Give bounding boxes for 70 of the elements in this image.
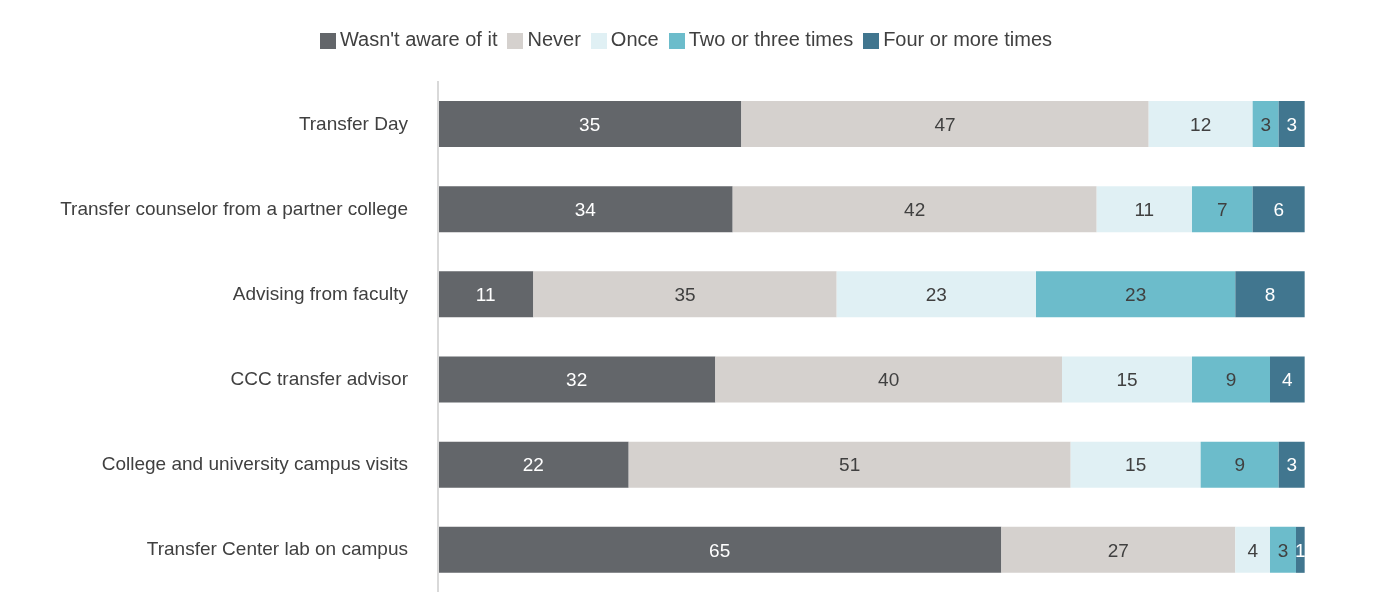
data-label: 32	[566, 369, 588, 391]
bar	[438, 441, 629, 488]
data-label: 9	[1225, 369, 1237, 391]
data-label: 42	[904, 198, 926, 220]
data-label: 9	[1234, 454, 1245, 476]
data-label: 23	[925, 284, 947, 306]
bar	[1270, 526, 1296, 573]
data-label: 23	[1125, 284, 1147, 306]
data-label: 6	[1273, 198, 1284, 220]
y-tick-label: Transfer counselor from a partner college	[60, 197, 408, 219]
data-label: 3	[1260, 113, 1271, 135]
bar	[1278, 101, 1305, 147]
bar	[1001, 526, 1236, 573]
y-tick-label: Transfer Center lab on campus	[146, 538, 408, 560]
bar	[836, 271, 1036, 318]
data-label: 3	[1286, 454, 1297, 476]
legend-label: Two or three times	[688, 28, 854, 50]
legend-label: Four or more times	[883, 28, 1053, 50]
legend-label: Once	[610, 28, 659, 50]
bar	[533, 271, 837, 318]
bar	[1252, 101, 1279, 147]
bar	[1235, 526, 1270, 573]
bar	[1235, 271, 1305, 318]
data-label: 1	[1295, 539, 1306, 561]
data-label: 15	[1116, 369, 1138, 391]
bar	[1036, 271, 1236, 318]
data-label: 3	[1277, 539, 1289, 561]
data-label: 51	[839, 454, 861, 476]
data-label: 15	[1125, 454, 1147, 476]
y-tick-label: College and university campus visits	[101, 453, 408, 475]
data-label: 35	[579, 113, 601, 135]
data-label: 3	[1286, 113, 1297, 135]
bar	[628, 441, 1071, 488]
bar	[1192, 356, 1270, 403]
legend-label: Never	[527, 28, 581, 50]
bar	[438, 271, 534, 318]
data-label: 4	[1282, 369, 1294, 391]
bar	[1148, 101, 1253, 147]
data-label: 34	[574, 198, 597, 220]
bar	[1062, 356, 1192, 403]
bar	[1200, 441, 1279, 488]
data-label: 47	[934, 113, 956, 135]
data-label: 8	[1264, 284, 1276, 306]
data-label: 40	[878, 369, 900, 391]
data-label: 35	[674, 284, 696, 306]
bar	[1252, 186, 1305, 233]
y-tick-label: Advising from faculty	[232, 282, 409, 304]
y-tick-label: Transfer Day	[298, 112, 409, 134]
bar	[1192, 186, 1253, 233]
y-tick-label: CCC transfer advisor	[230, 368, 409, 390]
data-label: 27	[1107, 539, 1129, 561]
bar	[438, 186, 733, 233]
data-label: 12	[1190, 113, 1212, 135]
bar	[438, 101, 742, 147]
bar	[715, 356, 1062, 403]
bar	[741, 101, 1149, 147]
bar	[1278, 441, 1305, 488]
data-label: 11	[1134, 198, 1155, 220]
data-label: 22	[522, 454, 544, 476]
legend-label: Wasn't aware of it	[339, 28, 498, 50]
data-label: 7	[1217, 198, 1228, 220]
bar	[732, 186, 1097, 233]
data-label: 4	[1247, 539, 1259, 561]
bar	[1270, 356, 1305, 403]
data-label: 11	[475, 284, 496, 306]
bar	[438, 526, 1002, 573]
bar	[1096, 186, 1192, 233]
data-label: 65	[709, 539, 731, 561]
bar	[1070, 441, 1201, 488]
bar	[438, 356, 716, 403]
